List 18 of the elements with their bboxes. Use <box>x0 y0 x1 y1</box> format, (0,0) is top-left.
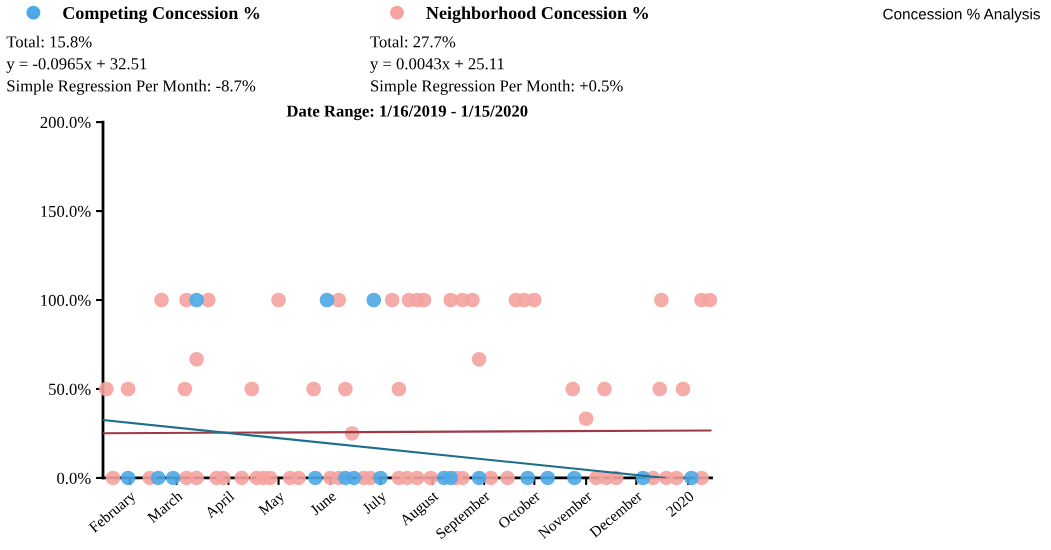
chart-subtitle: Date Range: 1/16/2019 - 1/15/2020 <box>286 105 528 121</box>
legend-label: Competing Concession % <box>63 6 260 23</box>
y-tick-label: 100.0% <box>41 294 91 307</box>
text: y = 0.0043x + 25.11 <box>370 58 504 73</box>
x-tick-label: May <box>257 490 288 519</box>
y-tick-label: 200.0% <box>40 116 91 129</box>
text: Simple Regression Per Month: -8.7% <box>7 79 256 95</box>
text: Total: 15.8% <box>6 35 92 48</box>
text: Concession % Analysis <box>883 8 1040 23</box>
y-tick-label: 150.0% <box>41 205 91 218</box>
text: Simple Regression Per Month: +0.5% <box>371 79 623 95</box>
text: Total: 27.7% <box>370 35 456 48</box>
x-tick-label: July <box>361 489 390 517</box>
x-tick-label: June <box>309 490 337 516</box>
y-tick-label: 50.0% <box>49 383 91 396</box>
text: y = -0.0965x + 32.51 <box>6 58 147 73</box>
y-tick-label: 0.0% <box>57 472 91 484</box>
legend-label: Neighborhood Concession % <box>426 6 648 23</box>
